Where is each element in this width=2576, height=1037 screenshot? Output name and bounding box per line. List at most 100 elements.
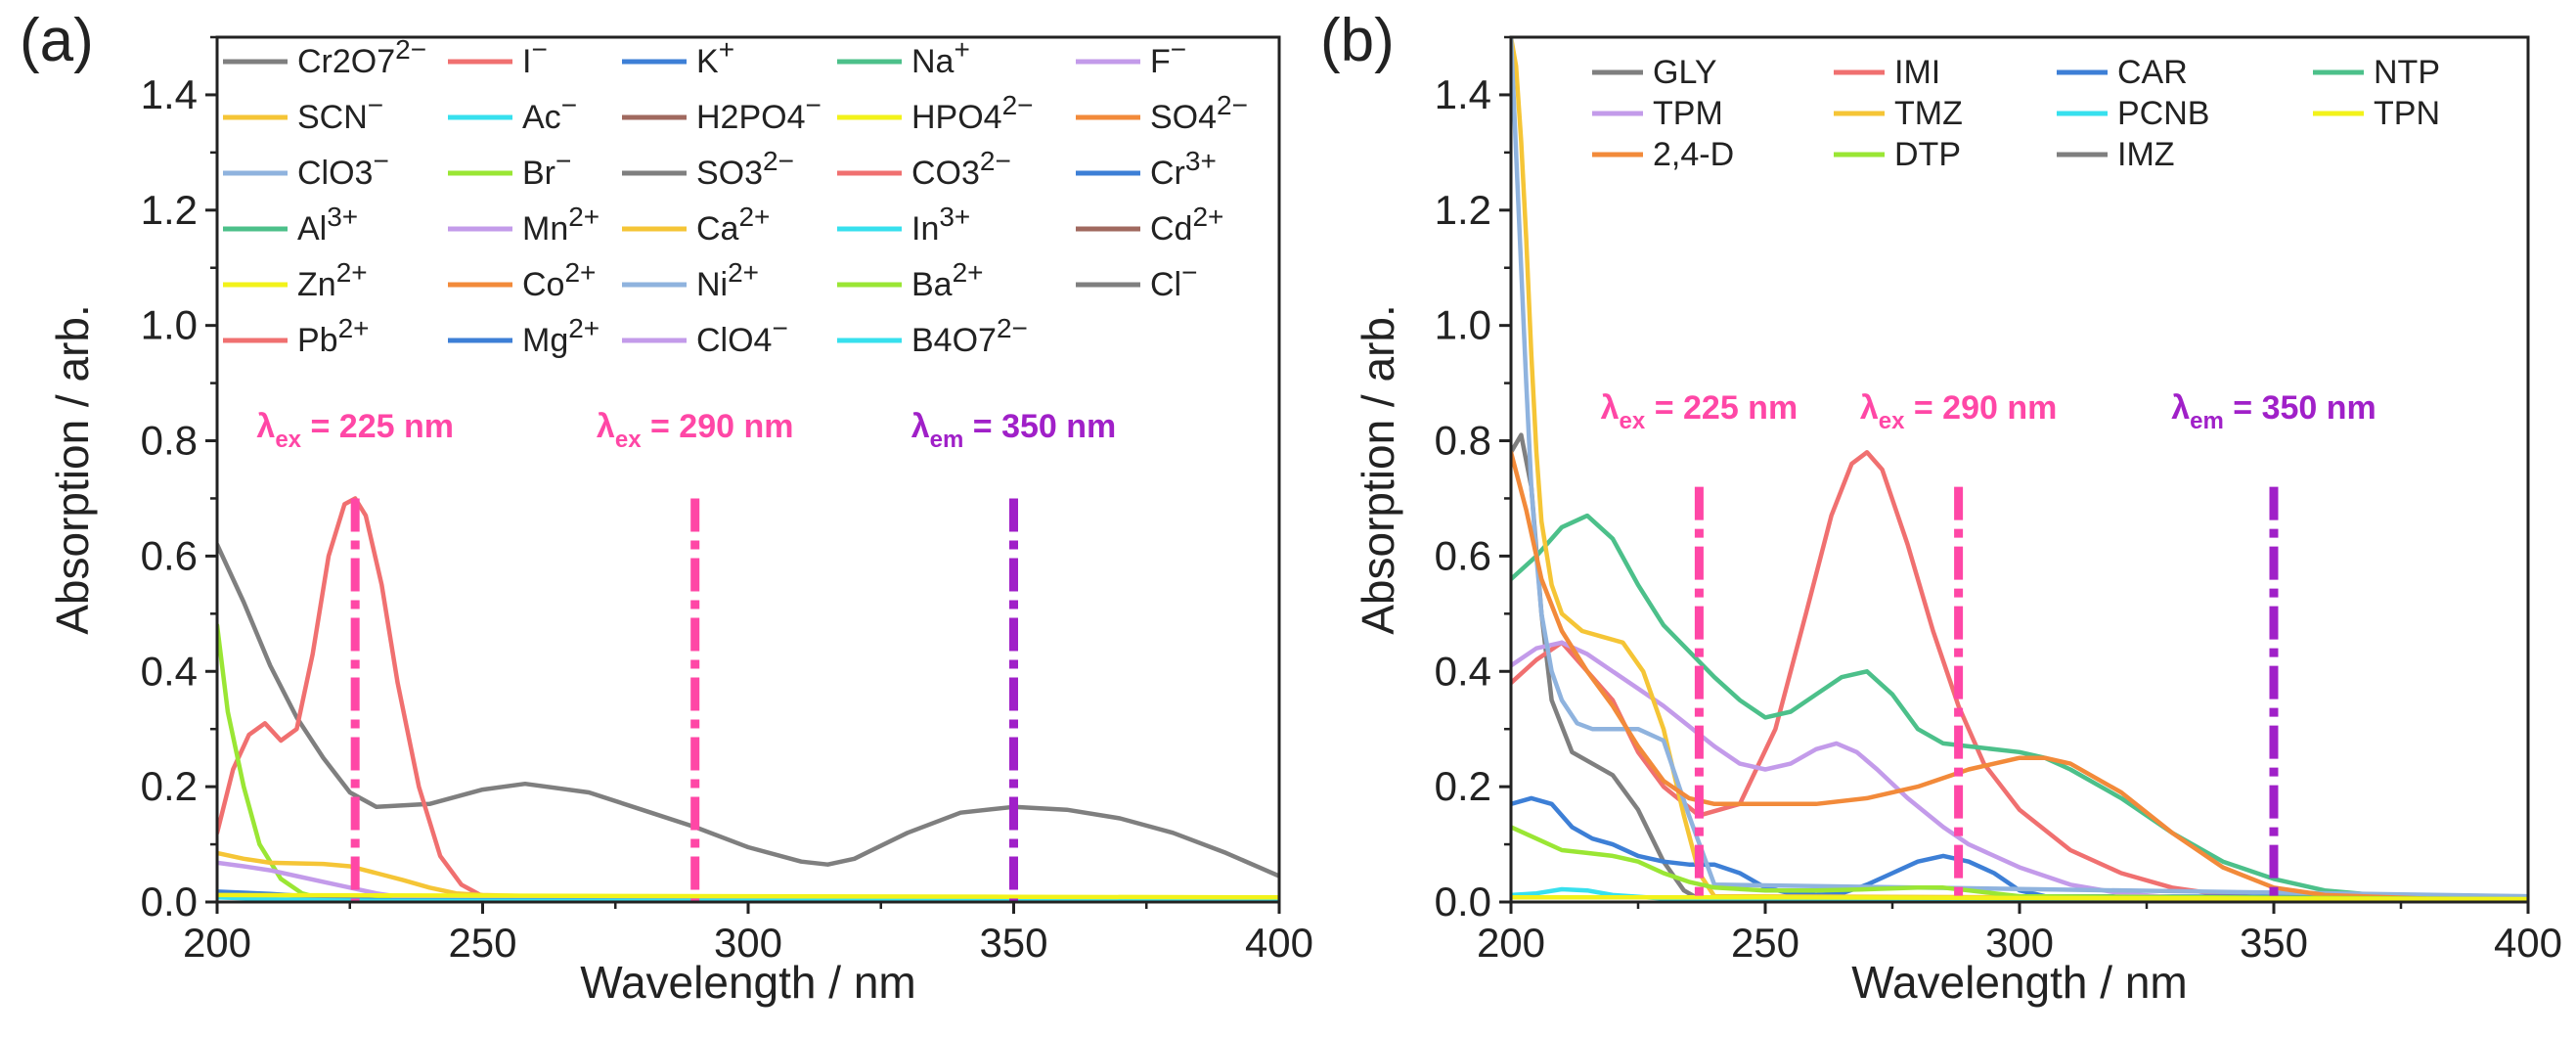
legend-label: TPM <box>1653 95 1723 132</box>
y-tick-label-6: 1.2 <box>1435 187 1491 233</box>
legend-entry-7: H2PO4− <box>622 90 822 136</box>
y-tick-label-2: 0.4 <box>141 648 198 694</box>
x-tick-label-0: 200 <box>183 920 251 966</box>
legend-label: Mn2+ <box>522 202 600 248</box>
series-line-7 <box>1511 450 2528 902</box>
y-tick-label-7: 1.4 <box>141 71 198 117</box>
legend-entry-5: TMZ <box>1834 95 1963 132</box>
legend-label: NTP <box>2374 54 2440 91</box>
legend-label: B4O72− <box>911 313 1028 359</box>
legend-entry-17: Ca2+ <box>622 202 770 248</box>
y-tick-label-7: 1.4 <box>1435 71 1491 117</box>
series-line-1 <box>1511 450 2528 902</box>
legend-entry-18: In3+ <box>837 202 970 248</box>
legend-label: Zn2+ <box>297 257 368 303</box>
legend-entry-9: DTP <box>1834 136 1961 173</box>
legend-entry-22: Ni2+ <box>622 257 759 303</box>
legend-entry-16: Mn2+ <box>448 202 600 248</box>
legend-entry-20: Zn2+ <box>223 257 368 303</box>
legend-entry-13: CO32− <box>837 146 1011 192</box>
legend-entry-21: Co2+ <box>448 257 596 303</box>
legend-entry-1: IMI <box>1834 54 1940 91</box>
legend-label: Cr2O72− <box>297 34 426 80</box>
legend-label: Cd2+ <box>1150 202 1223 248</box>
y-tick-label-2: 0.4 <box>1435 648 1491 694</box>
legend-entry-9: SO42− <box>1076 90 1248 136</box>
x-tick-label-0: 200 <box>1477 920 1545 966</box>
y-tick-label-1: 0.2 <box>141 763 198 809</box>
legend-entry-2: K+ <box>622 34 734 80</box>
legend-label: H2PO4− <box>696 90 822 136</box>
legend-entry-1: I− <box>448 34 548 80</box>
legend-label: TMZ <box>1894 95 1963 132</box>
legend-label: In3+ <box>911 202 970 248</box>
series-line-0 <box>217 542 1279 879</box>
legend-label: IMZ <box>2117 136 2175 173</box>
x-axis-title: Wavelength / nm <box>580 957 915 1008</box>
legend-entry-4: F− <box>1076 34 1186 80</box>
legend-entry-27: ClO4− <box>622 313 788 359</box>
legend-entry-5: SCN− <box>223 90 383 136</box>
x-tick-label-2: 300 <box>714 920 782 966</box>
legend-entry-3: Na+ <box>837 34 970 80</box>
legend-label: PCNB <box>2117 95 2209 132</box>
x-tick-label-2: 300 <box>1985 920 2054 966</box>
y-axis-title: Absorption / arb. <box>1353 304 1403 635</box>
legend-entry-14: Cr3+ <box>1076 146 1217 192</box>
x-tick-label-1: 250 <box>448 920 516 966</box>
legend-entry-2: CAR <box>2057 54 2188 91</box>
panel-b: (b) λex = 225 nm λex = 290 nm λem = 350 nm 2… <box>1320 7 2562 1008</box>
legend-label: CAR <box>2117 54 2188 91</box>
legend-label: Co2+ <box>522 257 596 303</box>
marker-label-2: λem = 350 nm <box>911 408 1117 453</box>
series-line-0 <box>1511 432 2528 902</box>
legend-entry-10: ClO3− <box>223 146 389 192</box>
series-line-8 <box>1511 825 2528 902</box>
legend-label: Ba2+ <box>911 257 984 303</box>
legend-label: Cl− <box>1150 257 1197 303</box>
legend-label: ClO3− <box>297 146 389 192</box>
legend-entry-10: IMZ <box>2057 136 2175 173</box>
legend-label: GLY <box>1653 54 1717 91</box>
y-tick-label-0: 0.0 <box>1435 879 1491 924</box>
series-line-2 <box>217 622 1279 902</box>
legend-label: Mg2+ <box>522 313 600 359</box>
legend-label: Ni2+ <box>696 257 759 303</box>
legend-entry-26: Mg2+ <box>448 313 600 359</box>
legend-label: SO32− <box>696 146 794 192</box>
legend-label: Ac− <box>522 90 577 136</box>
legend-entry-11: Br− <box>448 146 571 192</box>
legend-label: I− <box>522 34 548 80</box>
y-tick-label-4: 0.8 <box>1435 418 1491 464</box>
series-line-10 <box>1511 895 2528 902</box>
legend-label: HPO42− <box>911 90 1034 136</box>
legend-entry-12: SO32− <box>622 146 794 192</box>
legend-entry-8: 2,4-D <box>1592 136 1734 173</box>
legend-entry-15: Al3+ <box>223 202 358 248</box>
legend-label: DTP <box>1894 136 1961 173</box>
y-tick-label-0: 0.0 <box>141 879 198 924</box>
y-tick-label-5: 1.0 <box>141 302 198 348</box>
legend-entry-23: Ba2+ <box>837 257 984 303</box>
x-tick-label-3: 350 <box>2240 920 2308 966</box>
panel-a: (a) λex = 225 nm λex = 290 nm λem = 350 nm 2… <box>20 7 1313 1008</box>
y-tick-label-6: 1.2 <box>141 187 198 233</box>
y-tick-label-5: 1.0 <box>1435 302 1491 348</box>
legend-entry-0: GLY <box>1592 54 1717 91</box>
x-tick-label-3: 350 <box>979 920 1047 966</box>
legend-label: SO42− <box>1150 90 1248 136</box>
series-line-1 <box>217 496 1279 902</box>
legend-entry-24: Cl− <box>1076 257 1197 303</box>
legend-entry-6: PCNB <box>2057 95 2209 132</box>
marker-label-2: λem = 350 nm <box>2171 389 2376 434</box>
x-tick-label-4: 400 <box>2494 920 2562 966</box>
legend-entry-3: NTP <box>2313 54 2440 91</box>
legend-entry-7: TPN <box>2313 95 2440 132</box>
legend-label: Na+ <box>911 34 970 80</box>
series-line-2 <box>1511 795 2528 900</box>
legend-entry-19: Cd2+ <box>1076 202 1223 248</box>
x-axis-title: Wavelength / nm <box>1851 957 2187 1008</box>
x-tick-label-4: 400 <box>1245 920 1313 966</box>
legend-label: ClO4− <box>696 313 788 359</box>
